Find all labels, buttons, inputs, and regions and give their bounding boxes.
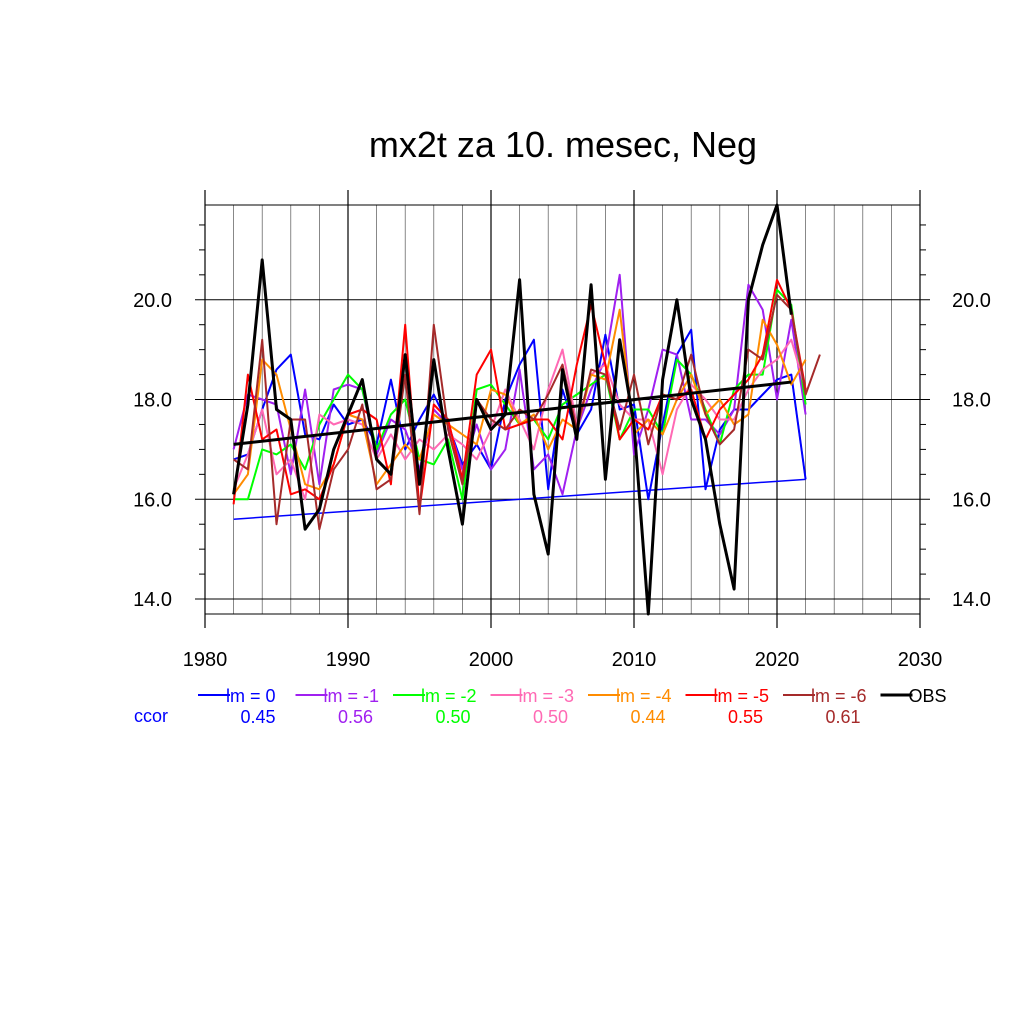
x-tick-label: 2010 (612, 649, 657, 671)
series-line-5 (232, 278, 807, 511)
trend-link-0 (790, 374, 807, 480)
series-line-6 (233, 293, 821, 531)
ccor-label: ccor (134, 706, 168, 726)
y-tick-label-right: 16.0 (952, 489, 991, 511)
legend-label-7: OBS (909, 686, 947, 706)
x-tick-label: 2030 (898, 649, 943, 671)
series-layer (232, 203, 821, 616)
legend-label-2: lm = -2 (421, 686, 477, 706)
legend-label-0: lm = 0 (226, 686, 276, 706)
x-tick-label: 2000 (469, 649, 514, 671)
y-tick-label-left: 18.0 (133, 390, 172, 412)
axes: 1980 1990 2000 2010 2020 2030 14.0 14.0 16.0 16.0… (133, 224, 991, 671)
trend-line-0 (233, 478, 806, 520)
series-line-3 (232, 338, 807, 501)
y-tick-label-right: 14.0 (952, 589, 991, 611)
ccor-value-5: 0.55 (728, 707, 763, 727)
ccor-value-6: 0.61 (825, 707, 860, 727)
legend-label-4: lm = -4 (616, 686, 672, 706)
plot-frame (204, 204, 921, 615)
trend-line-7 (233, 380, 792, 446)
y-tick-label-right: 20.0 (952, 290, 991, 312)
legend-label-1: lm = -1 (324, 686, 380, 706)
chart-title: mx2t za 10. mesec, Neg (369, 124, 757, 165)
x-tick-label: 1980 (183, 649, 228, 671)
ccor-value-3: 0.50 (533, 707, 568, 727)
ccor-value-2: 0.50 (435, 707, 470, 727)
y-tick-label-left: 20.0 (133, 290, 172, 312)
legend-label-3: lm = -3 (519, 686, 575, 706)
series-line-7 (232, 203, 793, 616)
ccor-value-0: 0.45 (240, 707, 275, 727)
y-tick-label-right: 18.0 (952, 390, 991, 412)
legend-label-6: lm = -6 (811, 686, 867, 706)
y-tick-label-left: 16.0 (133, 489, 172, 511)
x-tick-label: 2020 (755, 649, 800, 671)
ccor-value-4: 0.44 (630, 707, 665, 727)
legend-label-5: lm = -5 (714, 686, 770, 706)
ccor-value-1: 0.56 (338, 707, 373, 727)
x-tick-label: 1990 (326, 649, 371, 671)
y-tick-label-left: 14.0 (133, 589, 172, 611)
